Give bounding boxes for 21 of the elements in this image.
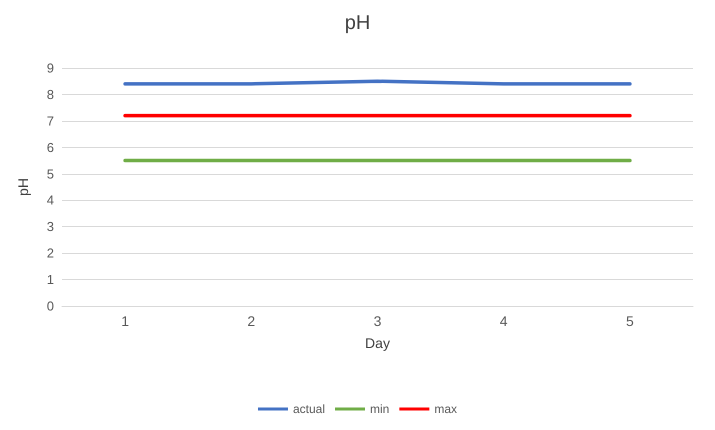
legend-label: max [434,402,458,416]
y-tick-label: 4 [46,192,54,208]
y-tick-label: 8 [46,86,54,102]
y-tick-label: 3 [46,219,54,234]
legend-label: actual [292,402,326,416]
y-tick-label: 0 [46,298,54,314]
legend-label: min [370,402,390,416]
x-tick-label: 5 [626,313,634,329]
x-axis-title: Day [365,335,390,351]
y-axis-title: pH [15,178,31,196]
y-tick-label: 9 [46,60,54,76]
y-tick-label: 1 [46,272,54,288]
y-tick-label: 6 [46,140,54,155]
y-tick-label: 7 [46,113,54,128]
x-tick-label: 1 [121,313,130,329]
y-tick-label: 5 [46,166,54,182]
chart-title: pH [344,12,370,34]
x-tick-label: 3 [374,313,382,329]
x-tick-label: 2 [247,313,256,329]
x-tick-label: 4 [500,313,508,329]
y-tick-label: 2 [46,246,54,261]
